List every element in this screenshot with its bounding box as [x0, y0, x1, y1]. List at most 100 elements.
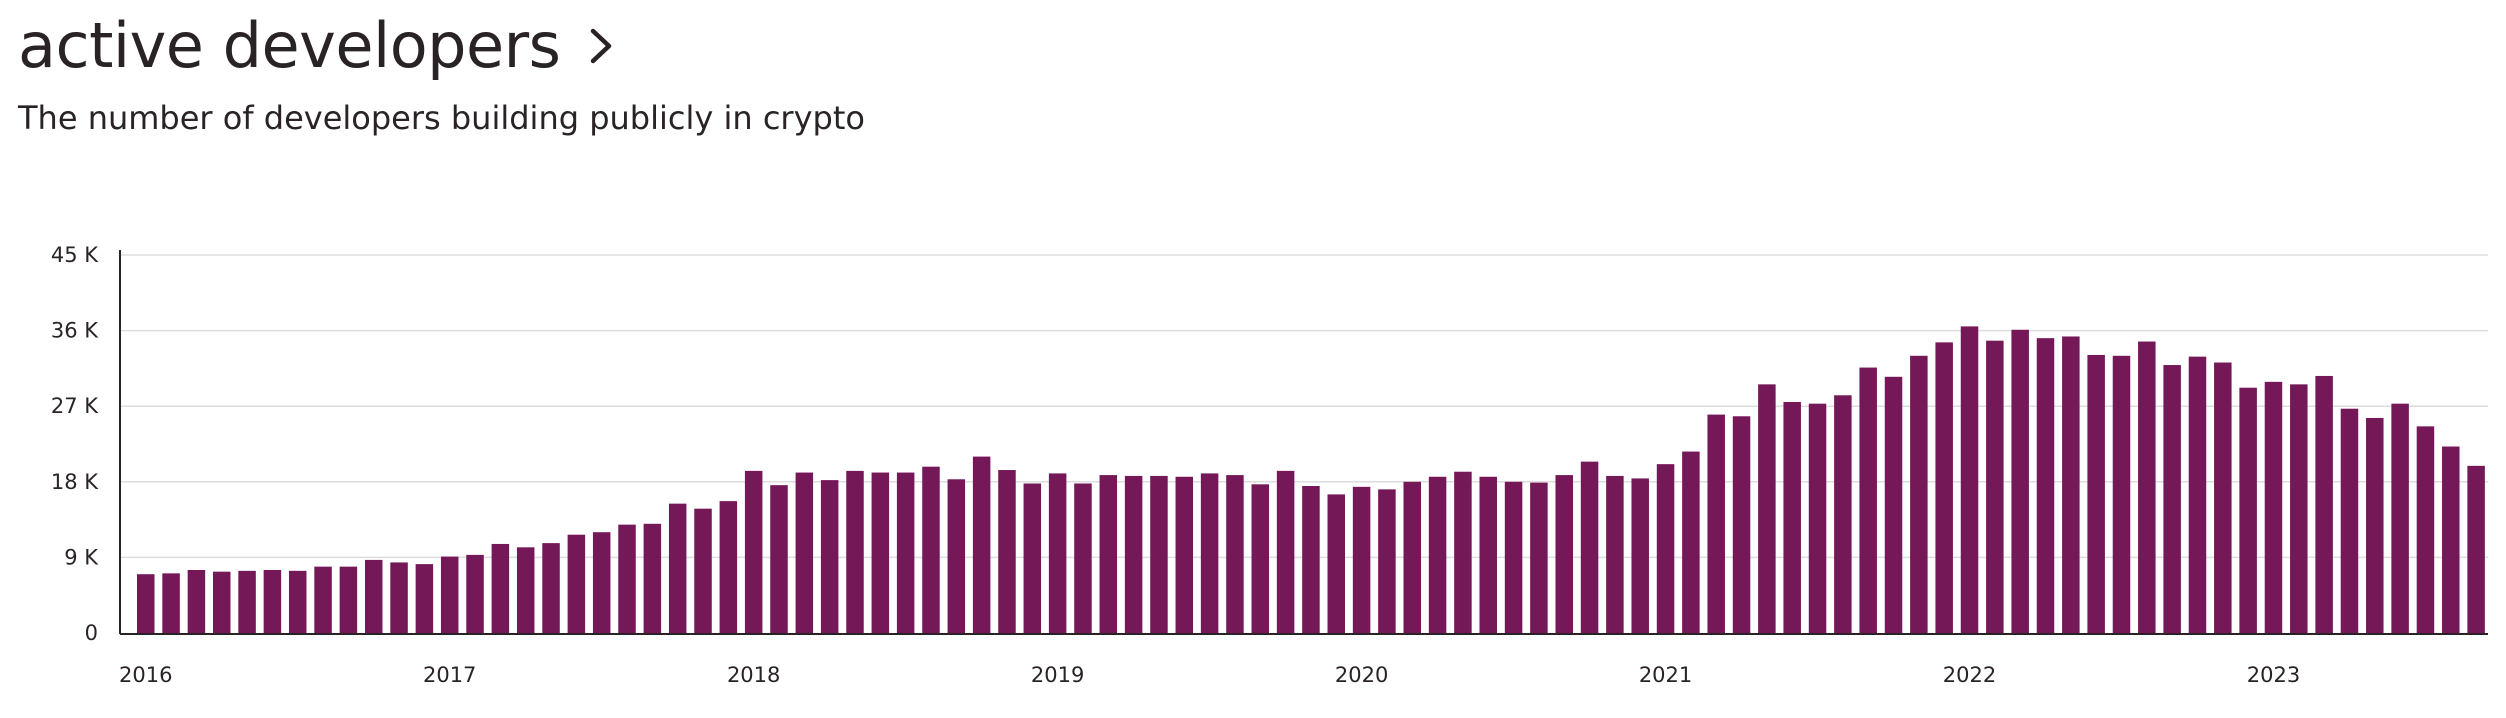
bar[interactable]	[1707, 414, 1725, 633]
bar[interactable]	[643, 523, 662, 633]
bar[interactable]	[238, 570, 256, 633]
bar[interactable]	[516, 547, 535, 633]
bar[interactable]	[1580, 461, 1599, 633]
bar[interactable]	[618, 524, 636, 633]
bar[interactable]	[2062, 336, 2080, 633]
bar[interactable]	[466, 554, 484, 633]
title-row[interactable]: active developers	[18, 8, 618, 84]
bar[interactable]	[2391, 403, 2409, 633]
bar[interactable]	[1555, 475, 1573, 633]
bar[interactable]	[1428, 476, 1447, 633]
bar[interactable]	[1656, 464, 1675, 633]
bar[interactable]	[1935, 342, 1953, 633]
bar[interactable]	[2138, 341, 2156, 633]
bar[interactable]	[2315, 375, 2333, 633]
bar[interactable]	[1859, 367, 1877, 633]
bar[interactable]	[162, 573, 180, 633]
bar[interactable]	[542, 543, 560, 633]
bar[interactable]	[187, 570, 206, 633]
bar[interactable]	[1099, 475, 1118, 633]
bar[interactable]	[1986, 340, 2004, 633]
bar[interactable]	[795, 472, 814, 633]
bar[interactable]	[2290, 384, 2308, 633]
bar[interactable]	[2036, 338, 2055, 633]
bar[interactable]	[694, 508, 712, 633]
bar[interactable]	[415, 564, 434, 633]
bar[interactable]	[2239, 387, 2257, 633]
bar[interactable]	[1276, 470, 1295, 633]
bar[interactable]	[592, 532, 611, 633]
bars	[137, 326, 2485, 633]
bar[interactable]	[2112, 355, 2131, 633]
bar[interactable]	[491, 543, 510, 633]
bar[interactable]	[1631, 478, 1649, 633]
bar[interactable]	[364, 559, 383, 633]
bar[interactable]	[1352, 486, 1371, 633]
bar[interactable]	[1150, 475, 1168, 633]
bar[interactable]	[2087, 354, 2105, 633]
bar[interactable]	[1732, 416, 1751, 633]
bar[interactable]	[871, 472, 890, 633]
bar[interactable]	[1200, 473, 1219, 633]
bar[interactable]	[567, 534, 586, 633]
bar[interactable]	[998, 470, 1016, 633]
bar[interactable]	[744, 470, 763, 633]
bar[interactable]	[2340, 408, 2359, 633]
bar[interactable]	[1124, 475, 1143, 633]
bar[interactable]	[1023, 483, 1042, 633]
bar[interactable]	[1504, 481, 1523, 633]
bar[interactable]	[1302, 486, 1320, 633]
bar[interactable]	[1454, 471, 1472, 633]
bar[interactable]	[314, 566, 332, 633]
bar[interactable]	[2416, 426, 2435, 633]
bar[interactable]	[212, 571, 231, 633]
bar[interactable]	[1682, 451, 1700, 633]
bar[interactable]	[1327, 494, 1346, 633]
bar[interactable]	[719, 501, 738, 633]
bar[interactable]	[1808, 403, 1827, 633]
bar[interactable]	[1884, 376, 1903, 633]
bar[interactable]	[1758, 384, 1776, 633]
bar[interactable]	[820, 480, 839, 633]
bar[interactable]	[1834, 395, 1852, 633]
bar[interactable]	[2467, 465, 2485, 633]
bar[interactable]	[2442, 446, 2460, 633]
x-tick-label: 2023	[2247, 663, 2300, 687]
bar[interactable]	[2366, 417, 2384, 633]
y-tick-labels: 0 9 K 18 K 27 K 36 K 45 K	[51, 243, 99, 645]
bar[interactable]	[2011, 329, 2029, 633]
bar[interactable]	[1530, 482, 1548, 633]
bar[interactable]	[1606, 475, 1624, 633]
bar[interactable]	[1479, 476, 1497, 633]
bar[interactable]	[668, 503, 687, 633]
bar[interactable]	[1378, 489, 1396, 633]
bar[interactable]	[1403, 481, 1422, 633]
bar[interactable]	[1175, 476, 1194, 633]
bar[interactable]	[1960, 326, 1979, 633]
bar[interactable]	[2163, 365, 2181, 633]
bar[interactable]	[137, 574, 155, 633]
bar[interactable]	[1226, 475, 1244, 633]
bar[interactable]	[288, 570, 307, 633]
x-tick-label: 2017	[423, 663, 476, 687]
bar[interactable]	[846, 470, 864, 633]
bar[interactable]	[896, 472, 915, 633]
bar[interactable]	[1783, 402, 1801, 633]
bar[interactable]	[1074, 483, 1092, 633]
bar[interactable]	[263, 570, 282, 633]
bar[interactable]	[440, 556, 459, 633]
bar[interactable]	[1048, 473, 1067, 633]
bar[interactable]	[1910, 355, 1928, 633]
bar[interactable]	[2264, 381, 2283, 633]
bar[interactable]	[922, 466, 940, 633]
bar[interactable]	[770, 485, 788, 633]
chart-title[interactable]: active developers	[18, 9, 561, 82]
bar[interactable]	[972, 456, 991, 633]
bar[interactable]	[2188, 356, 2207, 633]
bar[interactable]	[2214, 362, 2232, 633]
bar[interactable]	[390, 562, 408, 633]
chevron-right-icon[interactable]	[584, 21, 618, 71]
bar[interactable]	[947, 479, 966, 633]
bar[interactable]	[1251, 484, 1270, 633]
bar[interactable]	[339, 566, 358, 633]
